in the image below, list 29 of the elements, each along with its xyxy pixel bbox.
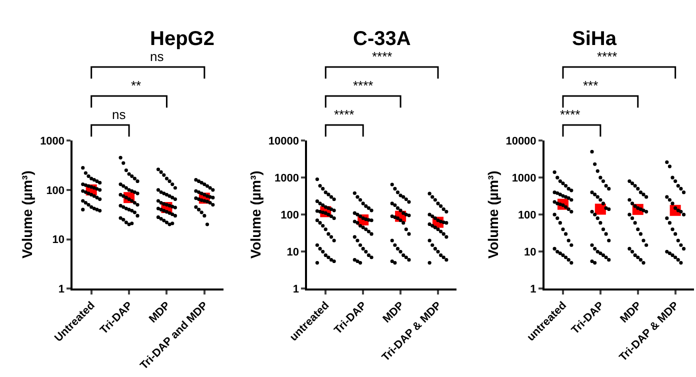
y-tick-label: 1 xyxy=(530,284,536,296)
y-axis-title: Volume (µm³) xyxy=(19,170,36,259)
text: **** xyxy=(597,49,618,64)
text: ** xyxy=(131,78,142,93)
text: **** xyxy=(560,107,580,122)
text: ns xyxy=(112,107,126,122)
y-tick-label: 100 xyxy=(280,209,299,222)
text: ns xyxy=(150,49,164,64)
text: **** xyxy=(372,49,392,64)
y-axis-title: Volume (µm³) xyxy=(484,170,501,259)
y-axis-title: Volume (µm³) xyxy=(247,170,264,259)
y-tick-label: 10000 xyxy=(268,135,299,148)
text: **** xyxy=(334,107,354,122)
y-tick-label: 1000 xyxy=(40,135,65,148)
text: *** xyxy=(583,78,598,93)
y-tick-label: 10000 xyxy=(506,135,536,148)
y-tick-label: 1000 xyxy=(512,172,536,184)
y-tick-label: 1 xyxy=(58,284,65,296)
y-tick-label: 100 xyxy=(518,209,536,222)
y-tick-label: 10 xyxy=(52,234,65,246)
y-tick-label: 10 xyxy=(524,246,536,258)
chart-title: HepG2 xyxy=(150,28,214,50)
y-tick-label: 1 xyxy=(292,284,299,296)
y-tick-label: 1000 xyxy=(274,172,299,184)
chart-title: SiHa xyxy=(572,28,618,50)
text: **** xyxy=(353,78,374,93)
y-tick-label: 100 xyxy=(46,184,65,197)
y-tick-label: 10 xyxy=(286,246,299,258)
chart-title: C-33A xyxy=(353,28,411,50)
